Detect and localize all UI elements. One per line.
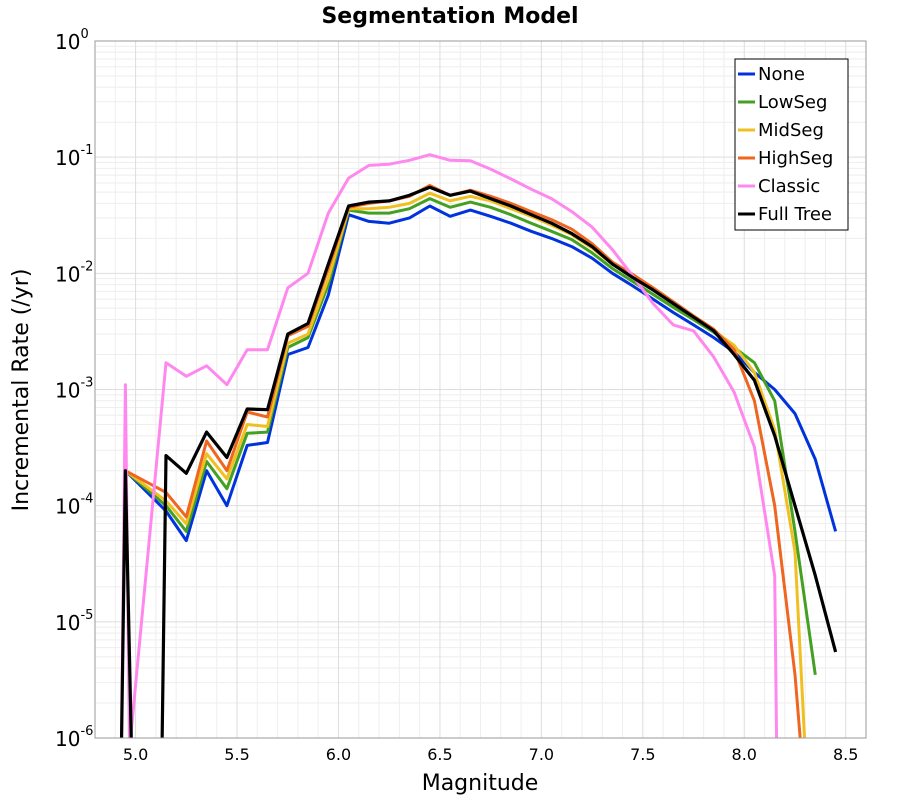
legend: None LowSeg MidSeg HighSeg Classic Full Tree (734, 58, 849, 231)
y-tick-base: 10 (55, 611, 80, 635)
x-tick-label: 8.0 (732, 745, 757, 764)
y-tick-label: 10-5 (55, 608, 93, 635)
legend-label: HighSeg (758, 148, 833, 169)
legend-label: Full Tree (758, 204, 832, 225)
x-tick-label: 5.5 (224, 745, 249, 764)
major-grid (95, 41, 866, 739)
x-tick-label: 6.5 (427, 745, 452, 764)
chart-title: Segmentation Model (321, 4, 578, 29)
y-tick-base: 10 (55, 727, 80, 751)
y-tick-exponent: 0 (80, 27, 88, 42)
x-tick-label: 5.0 (123, 745, 148, 764)
y-tick-exponent: -4 (80, 492, 93, 507)
x-tick-label: 7.0 (529, 745, 554, 764)
y-tick-label: 10-6 (55, 724, 93, 751)
x-tick-label: 7.5 (630, 745, 655, 764)
legend-label: MidSeg (758, 120, 824, 141)
x-tick-label: 8.5 (833, 745, 858, 764)
legend-label: None (758, 64, 805, 85)
series-line-classic (120, 153, 779, 738)
y-tick-exponent: -6 (80, 724, 93, 739)
legend-label: LowSeg (758, 92, 827, 113)
legend-box (734, 58, 849, 231)
y-tick-exponent: -5 (80, 608, 93, 623)
series-line-lowseg (124, 197, 817, 676)
y-tick-base: 10 (55, 30, 80, 54)
y-tick-exponent: -2 (80, 259, 93, 274)
series-line-none (124, 204, 838, 543)
plot-frame (94, 40, 867, 739)
series-line-full-tree (119, 185, 838, 738)
y-tick-base: 10 (55, 379, 80, 403)
y-tick-base: 10 (55, 262, 80, 286)
y-tick-exponent: -1 (80, 143, 93, 158)
y-tick-label: 10-1 (55, 143, 93, 170)
y-tick-label: 100 (55, 27, 89, 54)
y-axis-label: Incremental Rate (/yr) (9, 269, 34, 512)
y-tick-label: 10-2 (55, 259, 93, 286)
y-tick-base: 10 (55, 495, 80, 519)
x-axis-label: Magnitude (422, 771, 539, 796)
y-tick-base: 10 (55, 146, 80, 170)
y-tick-exponent: -3 (80, 376, 93, 391)
y-tick-label: 10-4 (55, 492, 93, 519)
series-layer (119, 153, 838, 738)
legend-label: Classic (758, 176, 820, 197)
x-tick-label: 6.0 (326, 745, 351, 764)
y-tick-label: 10-3 (55, 376, 93, 403)
x-axis-ticks: 5.0 5.5 6.0 6.5 7.0 7.5 8.0 8.5 (123, 745, 859, 764)
